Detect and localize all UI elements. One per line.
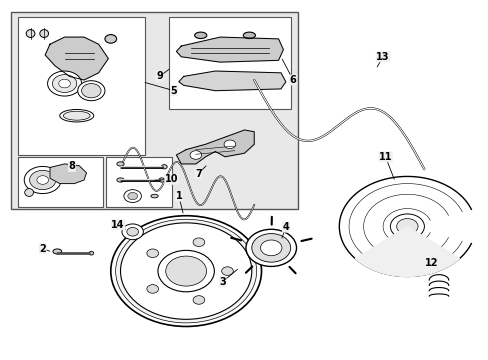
Circle shape [146,285,158,293]
Circle shape [123,190,141,203]
Text: 12: 12 [424,258,438,268]
Circle shape [193,238,204,247]
Text: 14: 14 [111,220,124,230]
Text: 6: 6 [289,75,296,85]
Text: 8: 8 [68,161,75,171]
Text: 5: 5 [170,86,177,96]
Text: 7: 7 [195,168,201,179]
Circle shape [158,250,214,292]
Ellipse shape [117,162,124,166]
Circle shape [245,229,296,266]
Circle shape [260,240,282,256]
Polygon shape [45,37,108,80]
Text: 11: 11 [378,152,391,162]
Circle shape [396,219,417,234]
Circle shape [221,267,233,275]
Polygon shape [339,176,470,276]
Circle shape [111,216,261,327]
Circle shape [224,140,235,149]
Text: 9: 9 [156,71,163,81]
Polygon shape [179,71,285,91]
Circle shape [59,79,70,88]
Bar [19,18,144,155]
Ellipse shape [60,109,94,122]
Circle shape [146,249,158,257]
Polygon shape [50,164,86,184]
Circle shape [105,35,116,43]
Ellipse shape [89,251,94,255]
Ellipse shape [25,189,33,197]
Polygon shape [176,37,283,62]
Text: 3: 3 [219,277,225,287]
Ellipse shape [53,249,61,254]
Text: 10: 10 [164,174,178,184]
Text: 13: 13 [376,52,389,62]
Circle shape [251,234,290,262]
Ellipse shape [151,194,158,198]
Text: 2: 2 [39,244,46,253]
Circle shape [193,296,204,304]
Ellipse shape [117,178,124,182]
Polygon shape [176,130,254,164]
Ellipse shape [161,165,167,169]
Circle shape [190,151,201,159]
Ellipse shape [63,111,90,120]
Ellipse shape [26,30,35,37]
Circle shape [47,71,81,96]
Ellipse shape [243,32,255,39]
Bar [11,12,297,208]
Bar [106,157,171,207]
Bar [19,157,103,207]
Circle shape [81,84,101,98]
Bar [169,18,290,109]
Ellipse shape [194,32,206,39]
Circle shape [37,176,48,184]
Circle shape [389,214,424,239]
Circle shape [52,75,77,93]
Polygon shape [354,226,459,276]
Circle shape [120,223,251,319]
Circle shape [165,256,206,286]
Ellipse shape [159,178,164,182]
Circle shape [24,166,61,194]
Circle shape [78,81,105,101]
Circle shape [127,193,137,200]
Circle shape [30,170,56,190]
Ellipse shape [40,30,48,37]
Circle shape [122,224,143,240]
Circle shape [116,219,256,323]
Circle shape [126,228,138,236]
Text: 4: 4 [282,222,288,232]
Text: 1: 1 [175,191,182,201]
